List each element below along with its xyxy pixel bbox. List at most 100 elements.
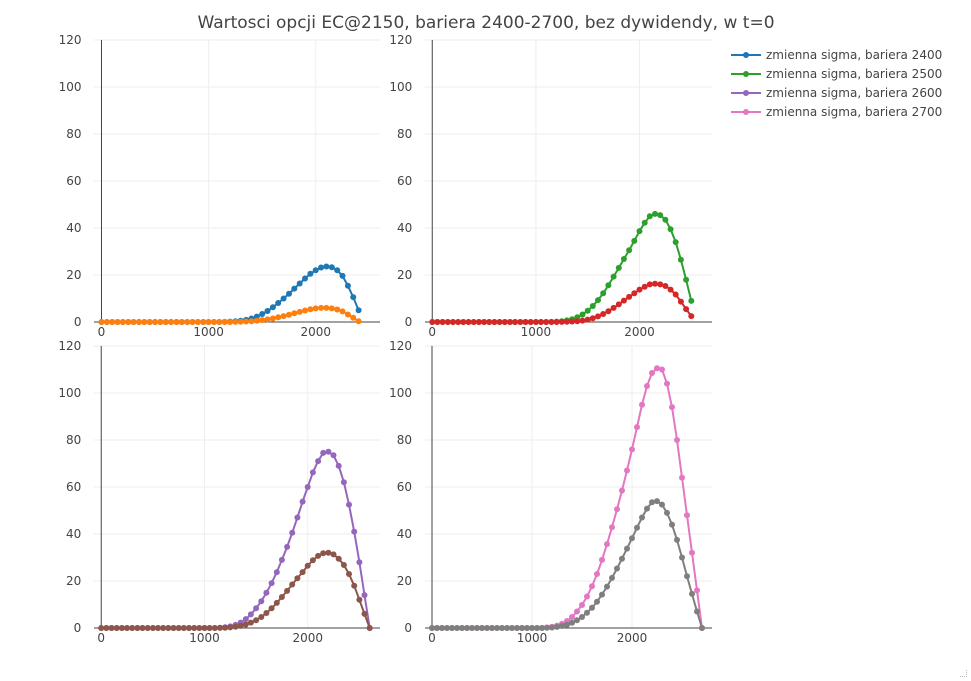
data-point[interactable]: [548, 319, 555, 325]
data-point[interactable]: [600, 311, 607, 317]
data-point[interactable]: [146, 319, 153, 325]
data-point[interactable]: [624, 467, 630, 474]
data-point[interactable]: [652, 210, 658, 217]
data-point[interactable]: [589, 315, 596, 322]
data-point[interactable]: [589, 583, 595, 590]
data-point[interactable]: [217, 624, 223, 631]
legend-item[interactable]: zmienna sigma, bariera 2500: [731, 67, 942, 81]
data-point[interactable]: [454, 625, 460, 631]
data-point[interactable]: [672, 291, 679, 298]
data-point[interactable]: [636, 228, 643, 235]
data-point[interactable]: [309, 557, 316, 564]
data-point[interactable]: [553, 319, 560, 325]
data-point[interactable]: [335, 555, 342, 562]
data-point[interactable]: [339, 272, 346, 279]
data-point[interactable]: [139, 625, 146, 631]
data-point[interactable]: [636, 286, 643, 293]
data-point[interactable]: [318, 264, 325, 271]
data-point[interactable]: [299, 569, 306, 576]
data-point[interactable]: [294, 575, 301, 582]
data-point[interactable]: [178, 319, 185, 325]
data-point[interactable]: [221, 319, 228, 325]
data-point[interactable]: [157, 319, 164, 325]
data-point[interactable]: [323, 304, 330, 311]
data-point[interactable]: [263, 589, 270, 596]
data-point[interactable]: [134, 625, 141, 631]
data-point[interactable]: [694, 587, 700, 594]
data-point[interactable]: [620, 256, 627, 262]
data-point[interactable]: [340, 562, 347, 568]
data-point[interactable]: [600, 290, 607, 297]
data-point[interactable]: [609, 574, 615, 581]
data-point[interactable]: [205, 319, 212, 325]
data-point[interactable]: [278, 594, 285, 600]
data-point[interactable]: [469, 625, 475, 631]
data-point[interactable]: [136, 319, 142, 325]
resize-handle-icon[interactable]: [960, 670, 967, 677]
data-point[interactable]: [309, 469, 316, 476]
data-point[interactable]: [599, 591, 605, 598]
data-point[interactable]: [344, 311, 351, 318]
data-point[interactable]: [509, 625, 515, 631]
data-point[interactable]: [444, 319, 451, 325]
data-point[interactable]: [679, 554, 685, 561]
data-point[interactable]: [253, 605, 260, 612]
data-point[interactable]: [264, 316, 271, 323]
data-point[interactable]: [624, 545, 630, 552]
data-point[interactable]: [296, 280, 303, 287]
data-point[interactable]: [269, 304, 276, 311]
legend-item[interactable]: zmienna sigma, bariera 2600: [731, 86, 942, 100]
data-point[interactable]: [554, 623, 560, 630]
data-point[interactable]: [227, 319, 233, 325]
data-point[interactable]: [614, 565, 620, 572]
data-point[interactable]: [589, 604, 595, 611]
data-point[interactable]: [248, 318, 255, 325]
data-point[interactable]: [641, 219, 648, 226]
data-point[interactable]: [657, 281, 664, 288]
data-point[interactable]: [579, 311, 586, 318]
data-point[interactable]: [124, 625, 130, 631]
data-point[interactable]: [186, 625, 192, 631]
data-point[interactable]: [312, 267, 319, 274]
data-point[interactable]: [334, 267, 341, 274]
data-point[interactable]: [514, 625, 520, 631]
data-point[interactable]: [335, 462, 342, 469]
data-point[interactable]: [200, 319, 207, 325]
data-point[interactable]: [180, 625, 187, 631]
data-point[interactable]: [351, 528, 358, 535]
data-point[interactable]: [652, 280, 658, 287]
data-point[interactable]: [141, 319, 148, 325]
data-point[interactable]: [222, 624, 229, 631]
data-point[interactable]: [674, 536, 680, 543]
data-point[interactable]: [610, 304, 617, 311]
data-point[interactable]: [689, 549, 695, 556]
data-point[interactable]: [615, 301, 622, 308]
data-point[interactable]: [667, 226, 674, 233]
data-point[interactable]: [334, 306, 341, 313]
data-point[interactable]: [683, 276, 690, 283]
data-point[interactable]: [109, 319, 116, 325]
data-point[interactable]: [258, 614, 265, 620]
data-point[interactable]: [196, 625, 203, 631]
data-point[interactable]: [184, 319, 191, 325]
data-point[interactable]: [323, 263, 330, 270]
data-point[interactable]: [273, 569, 280, 576]
data-point[interactable]: [108, 625, 115, 631]
data-point[interactable]: [662, 216, 669, 223]
data-point[interactable]: [247, 619, 254, 626]
data-point[interactable]: [604, 541, 610, 548]
data-point[interactable]: [584, 609, 590, 616]
data-point[interactable]: [519, 625, 525, 631]
data-point[interactable]: [634, 424, 640, 431]
data-point[interactable]: [489, 625, 495, 631]
data-point[interactable]: [689, 590, 695, 597]
data-point[interactable]: [289, 581, 296, 588]
data-point[interactable]: [486, 319, 493, 325]
data-point[interactable]: [211, 625, 218, 631]
data-point[interactable]: [657, 212, 664, 219]
series-2-1[interactable]: [98, 549, 373, 631]
data-point[interactable]: [232, 623, 239, 630]
data-point[interactable]: [579, 602, 585, 608]
data-point[interactable]: [175, 625, 182, 631]
data-point[interactable]: [584, 316, 591, 323]
